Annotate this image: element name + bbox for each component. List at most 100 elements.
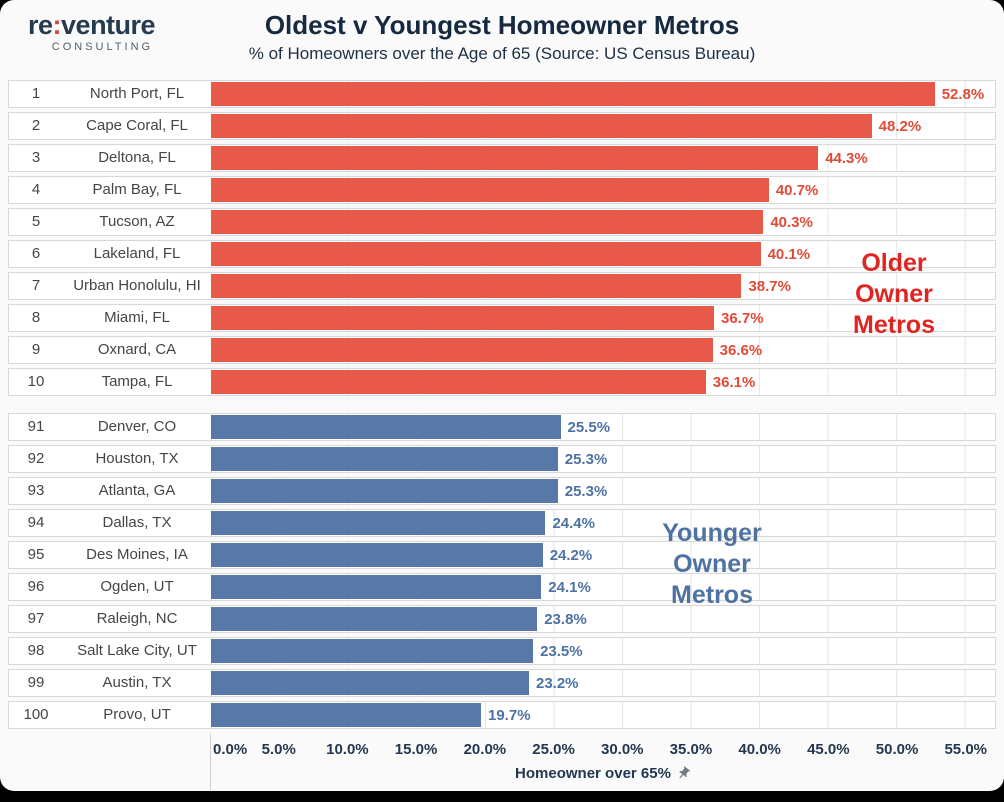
page-title: Oldest v Youngest Homeowner Metros <box>264 10 740 40</box>
x-axis-title-label: Homeowner over 65% <box>515 765 671 782</box>
metro-label: Cape Coral, FL <box>86 117 188 134</box>
bar-value-label: 25.3% <box>564 482 608 500</box>
bar-value-label: 24.1% <box>548 578 591 596</box>
metro-label: Deltona, FL <box>98 149 176 166</box>
bar[interactable] <box>211 114 872 138</box>
bar[interactable] <box>211 242 761 266</box>
logo-text-venture: venture <box>61 10 156 40</box>
bar-value-label: 38.7% <box>748 277 791 295</box>
rank-label: 94 <box>27 514 45 531</box>
bar-value-label: 40.1% <box>767 245 811 263</box>
bar[interactable] <box>211 178 769 202</box>
bar[interactable] <box>211 511 546 535</box>
bar-value-label: 25.5% <box>567 418 611 436</box>
bar[interactable] <box>211 306 714 330</box>
metro-row: 4 Palm Bay, FL 40.7% <box>8 176 996 204</box>
bar[interactable] <box>211 479 558 503</box>
logo-text-re: re <box>28 10 53 40</box>
metro-label: Raleigh, NC <box>96 610 178 627</box>
rank-label: 100 <box>23 706 49 723</box>
metro-row: 3 Deltona, FL 44.3% <box>8 144 996 172</box>
bar-value-label: 23.2% <box>535 674 579 692</box>
bar[interactable] <box>211 415 561 439</box>
metro-label: Denver, CO <box>97 418 177 435</box>
x-tick-label: 0.0% <box>213 741 248 758</box>
logo-colon: : <box>52 10 62 40</box>
metro-row: 92 Houston, TX 25.3% <box>8 445 996 473</box>
bar[interactable] <box>211 607 538 631</box>
bar-cell: 36.6% <box>211 337 995 363</box>
group-gap <box>8 400 996 413</box>
x-tick-label: 50.0% <box>875 741 919 758</box>
bar-value-label: 25.3% <box>564 450 608 468</box>
bar-cell: 25.3% <box>211 478 995 504</box>
metro-label: Provo, UT <box>103 706 171 723</box>
metro-row: 9 Oxnard, CA 36.6% <box>8 336 996 364</box>
metro-label: Urban Honolulu, HI <box>73 277 201 294</box>
bar-cell: 24.4% <box>211 510 995 536</box>
bar-cell: 36.1% <box>211 369 995 395</box>
rank-label: 6 <box>31 245 41 262</box>
bar[interactable] <box>211 671 529 695</box>
x-tick-label: 10.0% <box>326 741 369 758</box>
bar-cell: 36.7% <box>211 305 995 331</box>
x-tick-label: 5.0% <box>261 741 296 758</box>
page-subtitle: % of Homeowners over the Age of 65 (Sour… <box>248 44 756 63</box>
bar-cell: 40.1% <box>211 241 995 267</box>
bar[interactable] <box>211 82 935 106</box>
x-tick-label: 45.0% <box>807 741 850 758</box>
bar-value-label: 19.7% <box>488 706 531 724</box>
bar[interactable] <box>211 146 819 170</box>
bar[interactable] <box>211 575 542 599</box>
bar[interactable] <box>211 703 481 727</box>
bar-cell: 52.8% <box>211 81 995 107</box>
metro-row: 97 Raleigh, NC 23.8% <box>8 605 996 633</box>
bar[interactable] <box>211 543 543 567</box>
older-owner-metros-annotation: Older Owner Metros <box>853 249 935 339</box>
metro-row: 5 Tucson, AZ 40.3% <box>8 208 996 236</box>
title-block: Oldest v Youngest Homeowner Metros % of … <box>0 0 1004 64</box>
logo-tagline: CONSULTING <box>51 41 154 53</box>
metro-row: 7 Urban Honolulu, HI 38.7% <box>8 272 996 300</box>
rank-label: 96 <box>27 578 45 595</box>
bar-cell: 25.5% <box>211 414 995 440</box>
metro-row: 10 Tampa, FL 36.1% <box>8 368 996 396</box>
metro-label: Tampa, FL <box>101 373 173 390</box>
bar-cell: 23.5% <box>211 638 995 664</box>
bar[interactable] <box>211 639 534 663</box>
bar-value-label: 36.6% <box>719 341 763 359</box>
metro-row: 2 Cape Coral, FL 48.2% <box>8 112 996 140</box>
bar[interactable] <box>211 274 742 298</box>
metro-row: 96 Ogden, UT 24.1% <box>8 573 996 601</box>
bar-cell: 40.7% <box>211 177 995 203</box>
bar-cell: 40.3% <box>211 209 995 235</box>
bar[interactable] <box>211 338 713 362</box>
rank-label: 92 <box>27 450 45 467</box>
bar-value-label: 23.5% <box>540 642 583 660</box>
metro-row: 94 Dallas, TX 24.4% <box>8 509 996 537</box>
x-axis-title: Homeowner over 65% <box>210 765 996 785</box>
bar-value-label: 52.8% <box>941 85 985 103</box>
metro-row: 6 Lakeland, FL 40.1% <box>8 240 996 268</box>
x-tick-label: 55.0% <box>944 741 988 758</box>
metro-row: 8 Miami, FL 36.7% <box>8 304 996 332</box>
bar-cell: 23.2% <box>211 670 995 696</box>
metro-label: Ogden, UT <box>100 578 174 595</box>
bar[interactable] <box>211 447 558 471</box>
bar[interactable] <box>211 370 706 394</box>
metro-label: Tucson, AZ <box>99 213 175 230</box>
metro-row: 99 Austin, TX 23.2% <box>8 669 996 697</box>
bar-value-label: 24.4% <box>552 514 595 532</box>
bar-value-label: 24.2% <box>549 546 593 564</box>
metro-row: 98 Salt Lake City, UT 23.5% <box>8 637 996 665</box>
rank-label: 9 <box>31 341 41 358</box>
bar-cell: 44.3% <box>211 145 995 171</box>
metro-label: Salt Lake City, UT <box>77 642 197 659</box>
x-tick-label: 30.0% <box>600 741 644 758</box>
bar-value-label: 23.8% <box>544 610 587 628</box>
bar-cell: 23.8% <box>211 606 995 632</box>
bar[interactable] <box>211 210 764 234</box>
rank-label: 1 <box>31 85 41 102</box>
rank-label: 5 <box>31 213 41 230</box>
rank-label: 98 <box>27 642 45 659</box>
